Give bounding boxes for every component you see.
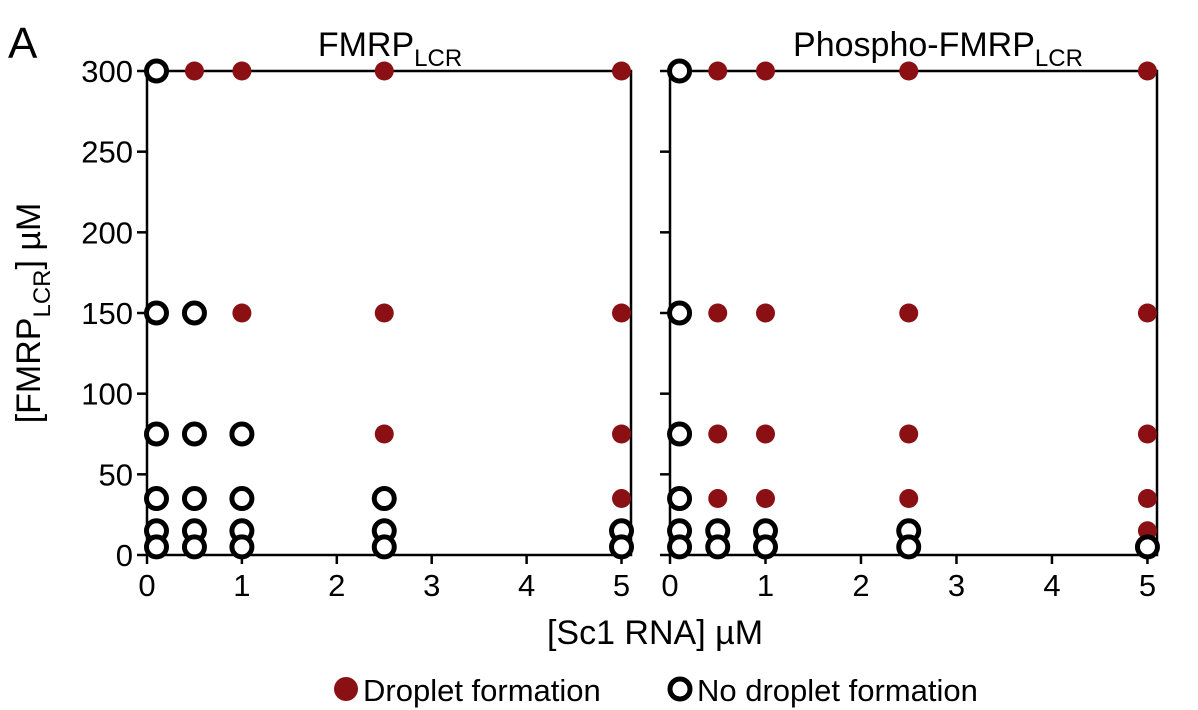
point-droplet: [232, 61, 252, 81]
point-no-droplet: [609, 534, 635, 560]
point-no-droplet: [667, 421, 693, 447]
panel-label: A: [8, 19, 38, 68]
x-axis-label: [Sc1 RNA] µM: [547, 614, 763, 652]
point-droplet: [708, 303, 728, 323]
point-droplet: [1137, 303, 1157, 323]
point-no-droplet: [1134, 534, 1160, 560]
legend-marker-droplet: [334, 677, 358, 701]
point-no-droplet: [181, 486, 207, 512]
x-tick-label: 4: [1043, 568, 1060, 603]
point-droplet: [755, 424, 775, 444]
y-tick-label: 200: [81, 215, 133, 250]
point-droplet: [899, 61, 919, 81]
x-tick-label: 2: [328, 568, 345, 603]
point-droplet: [899, 303, 919, 323]
x-tick-label: 5: [1139, 568, 1156, 603]
point-droplet: [899, 489, 919, 509]
y-tick-label: 300: [81, 54, 133, 89]
point-no-droplet: [667, 300, 693, 326]
point-droplet: [612, 424, 632, 444]
x-tick-label: 4: [518, 568, 535, 603]
point-droplet: [232, 303, 252, 323]
point-droplet: [612, 61, 632, 81]
y-tick-label: 100: [81, 377, 133, 412]
point-no-droplet: [229, 421, 255, 447]
x-tick-label: 3: [423, 568, 440, 603]
point-no-droplet: [143, 300, 169, 326]
point-droplet: [708, 61, 728, 81]
point-no-droplet: [143, 534, 169, 560]
x-tick-label: 3: [948, 568, 965, 603]
point-no-droplet: [371, 534, 397, 560]
point-no-droplet: [181, 300, 207, 326]
x-tick-label: 2: [852, 568, 869, 603]
y-tick-label: 0: [116, 538, 133, 573]
x-tick-label: 1: [757, 568, 774, 603]
point-no-droplet: [181, 421, 207, 447]
point-droplet: [1137, 489, 1157, 509]
point-droplet: [612, 303, 632, 323]
point-droplet: [755, 303, 775, 323]
legend-label-droplet: Droplet formation: [363, 673, 601, 708]
y-tick-label: 150: [81, 296, 133, 331]
axis-ticks: 0 1 2 3 4 5: [660, 69, 1156, 603]
point-droplet: [755, 489, 775, 509]
point-no-droplet: [229, 486, 255, 512]
x-tick-label: 0: [661, 568, 678, 603]
x-tick-label: 1: [233, 568, 250, 603]
point-no-droplet: [143, 421, 169, 447]
point-no-droplet: [181, 534, 207, 560]
legend: Droplet formation No droplet formation: [334, 673, 978, 708]
legend-marker-no-droplet: [667, 676, 693, 702]
point-no-droplet: [705, 534, 731, 560]
y-tick-label: 250: [81, 135, 133, 170]
point-droplet: [1137, 61, 1157, 81]
y-axis-label: [FMRPLCR] µM: [10, 203, 56, 424]
point-droplet: [374, 303, 394, 323]
point-no-droplet: [667, 534, 693, 560]
point-droplet: [374, 424, 394, 444]
point-no-droplet: [667, 486, 693, 512]
x-tick-label: 0: [138, 568, 155, 603]
x-tick-label: 5: [613, 568, 630, 603]
point-droplet: [374, 61, 394, 81]
point-droplet: [899, 424, 919, 444]
point-droplet: [184, 61, 204, 81]
legend-label-no-droplet: No droplet formation: [697, 673, 978, 708]
point-droplet: [1137, 424, 1157, 444]
point-no-droplet: [752, 534, 778, 560]
point-no-droplet: [371, 486, 397, 512]
point-droplet: [708, 424, 728, 444]
y-tick-label: 50: [99, 457, 133, 492]
point-no-droplet: [143, 58, 169, 84]
data-points: [143, 58, 635, 560]
chart-panel-phospho-fmrp-lcr: Phospho-FMRPLCR 0 1 2 3 4 5: [660, 26, 1160, 603]
point-no-droplet: [896, 534, 922, 560]
chart-title: FMRPLCR: [318, 26, 462, 72]
data-points: [667, 58, 1160, 560]
point-no-droplet: [143, 486, 169, 512]
point-no-droplet: [229, 534, 255, 560]
point-no-droplet: [667, 58, 693, 84]
point-droplet: [708, 489, 728, 509]
point-droplet: [612, 489, 632, 509]
point-droplet: [755, 61, 775, 81]
chart-title: Phospho-FMRPLCR: [793, 26, 1083, 72]
